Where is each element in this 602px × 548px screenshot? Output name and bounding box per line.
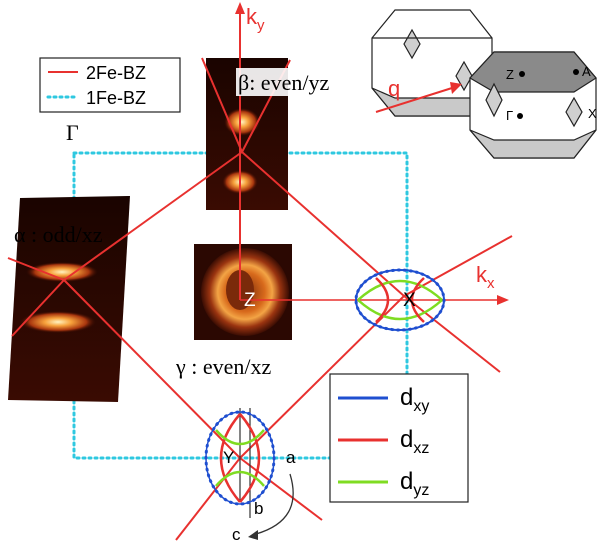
kx-label: kx bbox=[476, 262, 495, 292]
arpes-panel-gamma bbox=[194, 244, 292, 340]
label-b: b bbox=[254, 499, 263, 518]
ky-label: ky bbox=[246, 4, 265, 34]
label-a: a bbox=[286, 448, 296, 467]
legend-dyz-label: dyz bbox=[400, 468, 429, 499]
legend-2fe-label: 2Fe-BZ bbox=[86, 63, 146, 83]
pocket-x bbox=[354, 268, 446, 332]
kx-axis bbox=[240, 295, 509, 305]
label-c: c bbox=[232, 525, 241, 544]
legend-1fe-label: 1Fe-BZ bbox=[86, 88, 146, 108]
bz-legend: 2Fe-BZ 1Fe-BZ bbox=[39, 57, 181, 113]
bz3d-gamma-label: Γ bbox=[506, 108, 513, 123]
arpes-panel-alpha bbox=[8, 196, 130, 402]
label-gamma: Γ bbox=[66, 120, 79, 145]
pocket-y bbox=[204, 410, 276, 506]
bz3d-x-label: X bbox=[588, 106, 597, 121]
ky-axis bbox=[235, 2, 245, 300]
q-label: q bbox=[388, 76, 400, 101]
label-y: Y bbox=[223, 448, 234, 467]
label-z: Z bbox=[244, 290, 256, 311]
rotation-arrowhead bbox=[248, 530, 258, 540]
bz3d-a-label: A bbox=[582, 64, 591, 79]
panel-label-gamma: γ : even/xz bbox=[175, 354, 271, 379]
panel-label-alpha: α : odd/xz bbox=[14, 222, 103, 247]
rotation-arrow bbox=[255, 473, 294, 535]
legend-dxy-label: dxy bbox=[400, 384, 429, 415]
bz-3d-inset bbox=[371, 9, 597, 159]
orbital-legend: dxy dxz dyz bbox=[329, 373, 469, 503]
label-x: X bbox=[403, 290, 416, 311]
bz3d-z-label: Z bbox=[506, 67, 514, 82]
legend-dxz-label: dxz bbox=[400, 426, 429, 457]
q-vector bbox=[375, 87, 453, 113]
q-arrowhead bbox=[450, 82, 462, 94]
panel-label-beta: β: even/yz bbox=[238, 70, 329, 95]
